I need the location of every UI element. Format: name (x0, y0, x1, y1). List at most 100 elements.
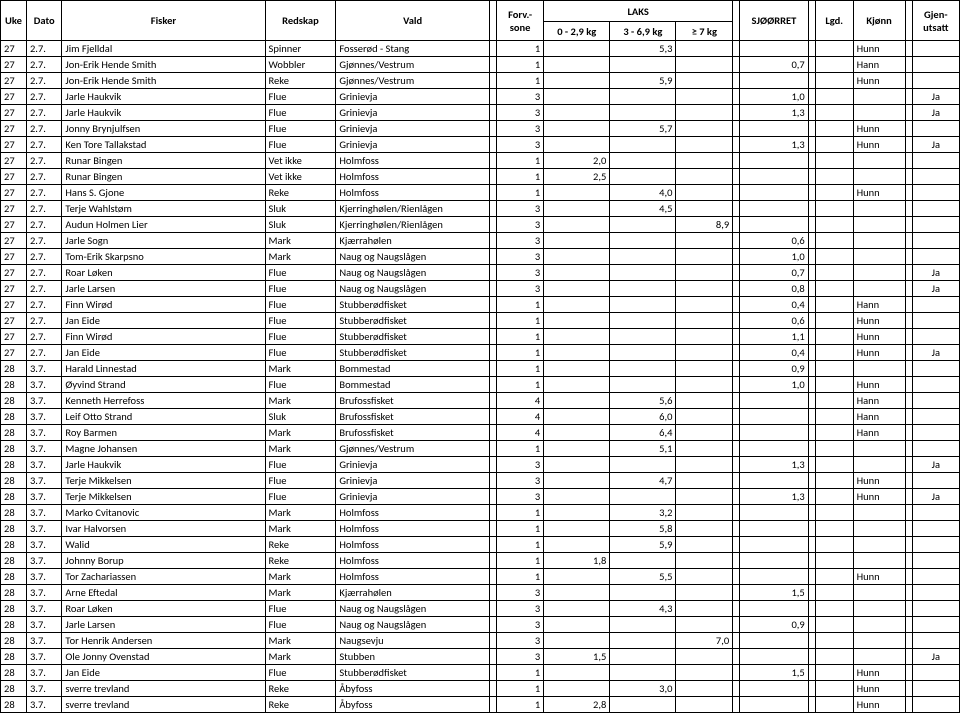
spacer (733, 249, 740, 265)
spacer (489, 585, 496, 601)
spacer (489, 425, 496, 441)
cell-w1 (544, 601, 610, 617)
spacer (905, 1, 912, 41)
spacer (489, 569, 496, 585)
cell-lgd (815, 649, 853, 665)
table-row: 283.7.Kenneth HerrefossMarkBrufossfisket… (1, 393, 960, 409)
cell-kjonn (853, 441, 905, 457)
cell-w3 (676, 441, 733, 457)
spacer (905, 57, 912, 73)
cell-kjonn: Hunn (853, 377, 905, 393)
table-row: 283.7.Harald LinnestadMarkBommestad10,9 (1, 361, 960, 377)
spacer (808, 425, 815, 441)
cell-fisker: sverre trevland (62, 681, 265, 697)
table-row: 272.7.Audun Holmen LierSlukKjerringhølen… (1, 217, 960, 233)
cell-kjonn (853, 553, 905, 569)
cell-w3 (676, 233, 733, 249)
cell-sj (740, 521, 808, 537)
table-row: 272.7.Jon-Erik Hende SmithRekeGjønnes/Ve… (1, 73, 960, 89)
cell-kjonn: Hunn (853, 329, 905, 345)
cell-vald: Åbyfoss (336, 681, 490, 697)
spacer (808, 329, 815, 345)
cell-fisker: Tom-Erik Skarpsno (62, 249, 265, 265)
table-row: 272.7.Jarle LarsenFlueNaug og Naugslågen… (1, 281, 960, 297)
cell-lgd (815, 57, 853, 73)
cell-gj (912, 617, 959, 633)
cell-fisker: Harald Linnestad (62, 361, 265, 377)
cell-w1 (544, 329, 610, 345)
cell-redskap: Reke (265, 697, 336, 713)
cell-w2 (610, 617, 676, 633)
spacer (489, 297, 496, 313)
spacer (905, 233, 912, 249)
spacer (808, 489, 815, 505)
cell-forv: 4 (496, 409, 543, 425)
cell-vald: Brufossfisket (336, 393, 490, 409)
cell-uke: 27 (1, 121, 27, 137)
cell-dato: 2.7. (26, 185, 61, 201)
cell-dato: 3.7. (26, 505, 61, 521)
cell-uke: 27 (1, 329, 27, 345)
cell-lgd (815, 441, 853, 457)
cell-redskap: Sluk (265, 217, 336, 233)
table-row: 283.7.Ivar HalvorsenMarkHolmfoss15,8 (1, 521, 960, 537)
spacer (905, 41, 912, 57)
cell-vald: Bommestad (336, 377, 490, 393)
cell-uke: 28 (1, 489, 27, 505)
cell-sj: 1,5 (740, 585, 808, 601)
cell-redskap: Mark (265, 441, 336, 457)
cell-redskap: Flue (265, 617, 336, 633)
cell-uke: 28 (1, 633, 27, 649)
cell-sj: 0,8 (740, 281, 808, 297)
cell-kjonn (853, 633, 905, 649)
cell-fisker: Audun Holmen Lier (62, 217, 265, 233)
cell-kjonn: Hunn (853, 313, 905, 329)
spacer (808, 345, 815, 361)
cell-sj: 1,3 (740, 137, 808, 153)
spacer (733, 89, 740, 105)
cell-dato: 3.7. (26, 521, 61, 537)
cell-w1 (544, 505, 610, 521)
cell-kjonn (853, 249, 905, 265)
cell-w2: 5,1 (610, 441, 676, 457)
cell-kjonn: Hunn (853, 489, 905, 505)
gjen-l1: Gjen- (916, 8, 956, 21)
cell-dato: 3.7. (26, 377, 61, 393)
spacer (808, 1, 815, 41)
cell-w3 (676, 393, 733, 409)
cell-lgd (815, 313, 853, 329)
cell-dato: 3.7. (26, 585, 61, 601)
spacer (733, 377, 740, 393)
spacer (905, 393, 912, 409)
spacer (489, 489, 496, 505)
table-row: 272.7.Jan EideFlueStubberødfisket10,6Hun… (1, 313, 960, 329)
cell-w1: 1,8 (544, 553, 610, 569)
cell-vald: Grinievja (336, 457, 490, 473)
col-sjorret: SJØØRRET (740, 1, 808, 41)
spacer (733, 425, 740, 441)
spacer (489, 665, 496, 681)
cell-redskap: Reke (265, 553, 336, 569)
cell-w1 (544, 425, 610, 441)
cell-gj (912, 329, 959, 345)
cell-gj: Ja (912, 457, 959, 473)
cell-gj: Ja (912, 89, 959, 105)
cell-vald: Holmfoss (336, 505, 490, 521)
cell-gj (912, 585, 959, 601)
cell-uke: 28 (1, 361, 27, 377)
cell-gj: Ja (912, 489, 959, 505)
cell-vald: Holmfoss (336, 153, 490, 169)
table-row: 272.7.Jarle HaukvikFlueGrinievja31,0Ja (1, 89, 960, 105)
cell-vald: Fosserød - Stang (336, 41, 490, 57)
spacer (905, 169, 912, 185)
cell-kjonn (853, 585, 905, 601)
spacer (489, 201, 496, 217)
cell-gj (912, 233, 959, 249)
cell-fisker: Marko Cvitanovic (62, 505, 265, 521)
cell-kjonn (853, 505, 905, 521)
cell-w2: 5,7 (610, 121, 676, 137)
cell-fisker: Ken Tore Tallakstad (62, 137, 265, 153)
cell-kjonn: Hann (853, 425, 905, 441)
cell-uke: 28 (1, 585, 27, 601)
cell-w2: 4,7 (610, 473, 676, 489)
